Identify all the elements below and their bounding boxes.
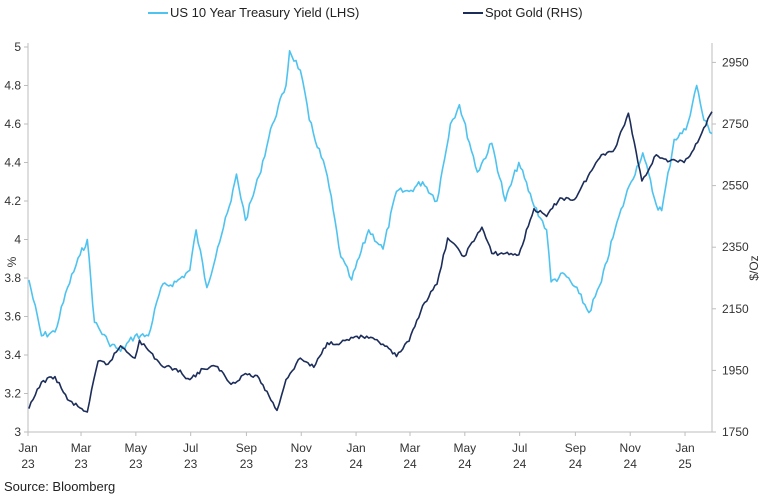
- x-axis-tick-month: Mar: [400, 441, 421, 455]
- x-axis-tick-year: 23: [240, 457, 254, 471]
- x-axis-tick-month: Jan: [675, 441, 694, 455]
- x-axis-tick-month: Jan: [346, 441, 365, 455]
- right-axis-tick-label: 2350: [722, 240, 749, 254]
- left-axis-tick-label: 3.6: [4, 310, 21, 324]
- source-note: Source: Bloomberg: [4, 479, 116, 494]
- x-axis-tick-year: 23: [129, 457, 143, 471]
- axes: 3 3.2 3.4 3.6 3.8 4 4.2 4.4 4.6 4.8 5 1750 1950 2150 2…: [4, 40, 761, 471]
- right-axis-title: $/Oz: [747, 255, 761, 280]
- left-axis-tick-label: 3.4: [4, 348, 21, 362]
- left-axis-tick-label: 4.6: [4, 117, 21, 131]
- x-axis-tick-year: 24: [349, 457, 363, 471]
- x-axis-tick-year: 24: [624, 457, 638, 471]
- x-axis-tick-year: 23: [74, 457, 88, 471]
- legend-label-0: US 10 Year Treasury Yield (LHS): [170, 5, 359, 20]
- left-axis-tick-label: 4.4: [4, 156, 21, 170]
- left-axis-tick-label: 4.2: [4, 194, 21, 208]
- left-axis-tick-label: 3: [14, 425, 21, 439]
- x-axis-tick-month: Jan: [18, 441, 37, 455]
- x-axis-tick-year: 24: [458, 457, 472, 471]
- x-axis-tick-month: Nov: [620, 441, 641, 455]
- x-axis-tick-year: 23: [295, 457, 309, 471]
- right-axis-tick-label: 2950: [722, 55, 749, 69]
- right-axis-tick-label: 1950: [722, 363, 749, 377]
- right-axis-tick-label: 2150: [722, 302, 749, 316]
- x-axis-tick-month: Jul: [512, 441, 527, 455]
- right-axis-tick-label: 2550: [722, 179, 749, 193]
- x-axis-tick-year: 24: [569, 457, 583, 471]
- x-axis-tick-month: Sep: [565, 441, 587, 455]
- x-axis-tick-month: Jul: [183, 441, 198, 455]
- x-axis-tick-year: 24: [403, 457, 417, 471]
- x-axis-tick-month: Nov: [291, 441, 312, 455]
- x-axis-tick-year: 24: [513, 457, 527, 471]
- legend-label-1: Spot Gold (RHS): [485, 5, 583, 20]
- left-axis-tick-label: 3.2: [4, 387, 21, 401]
- left-axis-tick-label: 4.8: [4, 79, 21, 93]
- right-axis-tick-label: 1750: [722, 425, 749, 439]
- series-line-1: [28, 111, 713, 413]
- x-axis-tick-year: 25: [678, 457, 692, 471]
- x-axis-tick-month: Sep: [236, 441, 258, 455]
- right-axis-tick-label: 2750: [722, 117, 749, 131]
- x-axis-tick-month: May: [453, 441, 476, 455]
- legend: US 10 Year Treasury Yield (LHS) Spot Gold…: [148, 5, 583, 20]
- left-axis-tick-label: 4: [14, 233, 21, 247]
- x-axis-tick-year: 23: [184, 457, 198, 471]
- x-axis-tick-month: May: [125, 441, 148, 455]
- x-axis-tick-month: Mar: [71, 441, 92, 455]
- series-line-0: [28, 50, 713, 352]
- x-axis-tick-year: 23: [21, 457, 35, 471]
- plot-lines: [28, 50, 713, 413]
- left-axis-tick-label: 3.8: [4, 271, 21, 285]
- left-axis-tick-label: 5: [14, 40, 21, 54]
- left-axis-title: %: [5, 256, 19, 267]
